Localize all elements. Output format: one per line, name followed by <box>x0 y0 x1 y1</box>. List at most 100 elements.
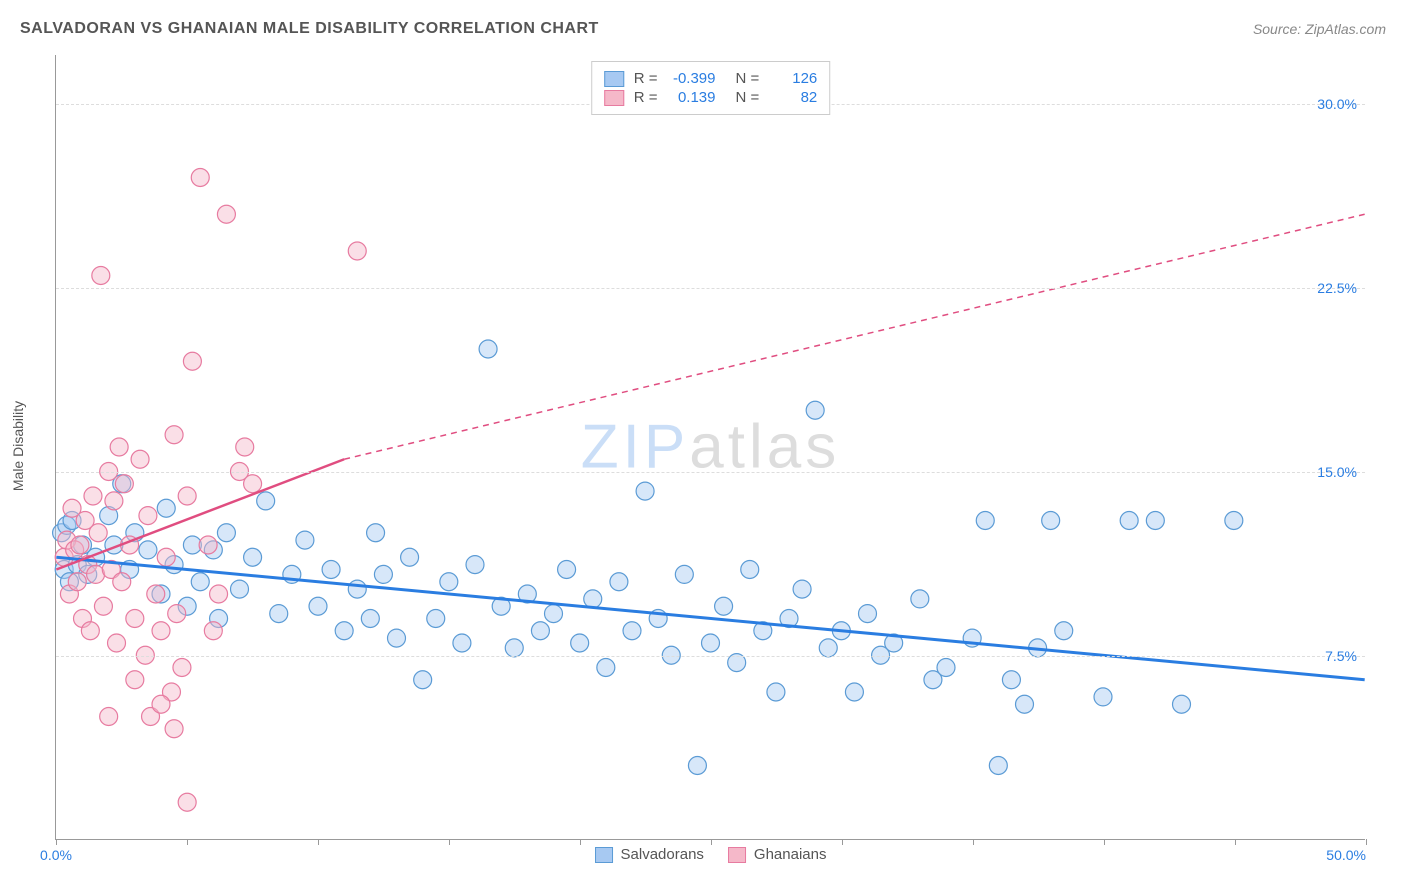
data-point <box>466 556 484 574</box>
stats-r-value: -0.399 <box>668 70 716 87</box>
data-point <box>157 548 175 566</box>
data-point <box>100 708 118 726</box>
data-point <box>126 671 144 689</box>
data-point <box>296 531 314 549</box>
data-point <box>1002 671 1020 689</box>
y-tick-label: 15.0% <box>1317 464 1357 480</box>
x-tick <box>1366 839 1367 845</box>
data-point <box>231 580 249 598</box>
gridline <box>56 656 1365 657</box>
data-point <box>688 757 706 775</box>
data-point <box>401 548 419 566</box>
data-point <box>152 695 170 713</box>
data-point <box>819 639 837 657</box>
data-point <box>89 524 107 542</box>
legend-label: Salvadorans <box>621 846 704 863</box>
legend-swatch <box>595 847 613 863</box>
data-point <box>92 267 110 285</box>
data-point <box>309 597 327 615</box>
correlation-stats-box: R = -0.399 N = 126 R = 0.139 N = 82 <box>591 61 831 115</box>
stats-swatch <box>604 71 624 87</box>
x-tick <box>711 839 712 845</box>
x-tick <box>973 839 974 845</box>
data-point <box>388 629 406 647</box>
data-point <box>191 169 209 187</box>
gridline <box>56 472 1365 473</box>
data-point <box>937 659 955 677</box>
data-point <box>374 565 392 583</box>
data-point <box>165 720 183 738</box>
data-point <box>131 450 149 468</box>
data-point <box>244 548 262 566</box>
data-point <box>217 524 235 542</box>
stats-row-ghanaians: R = 0.139 N = 82 <box>604 89 818 106</box>
data-point <box>236 438 254 456</box>
data-point <box>139 507 157 525</box>
stats-r-label: R = <box>634 70 658 87</box>
data-point <box>157 499 175 517</box>
data-point <box>199 536 217 554</box>
data-point <box>126 610 144 628</box>
trend-line <box>56 557 1364 680</box>
data-point <box>845 683 863 701</box>
data-point <box>204 622 222 640</box>
data-point <box>1055 622 1073 640</box>
data-point <box>217 205 235 223</box>
x-tick <box>318 839 319 845</box>
stats-swatch <box>604 90 624 106</box>
data-point <box>367 524 385 542</box>
data-point <box>675 565 693 583</box>
stats-r-value: 0.139 <box>668 89 716 106</box>
data-point <box>623 622 641 640</box>
data-point <box>348 242 366 260</box>
data-point <box>767 683 785 701</box>
source-attribution: Source: ZipAtlas.com <box>1253 21 1386 37</box>
x-tick <box>1235 839 1236 845</box>
data-point <box>147 585 165 603</box>
data-point <box>115 475 133 493</box>
data-point <box>113 573 131 591</box>
data-point <box>178 487 196 505</box>
data-point <box>414 671 432 689</box>
data-point <box>105 492 123 510</box>
data-point <box>361 610 379 628</box>
data-point <box>715 597 733 615</box>
data-point <box>191 573 209 591</box>
data-point <box>1146 512 1164 530</box>
stats-n-label: N = <box>736 89 760 106</box>
legend-item-salvadorans: Salvadorans <box>595 846 704 863</box>
data-point <box>558 561 576 579</box>
data-point <box>68 573 86 591</box>
x-tick <box>56 839 57 845</box>
data-point <box>597 659 615 677</box>
data-point <box>270 605 288 623</box>
data-point <box>210 585 228 603</box>
data-point <box>165 426 183 444</box>
legend-item-ghanaians: Ghanaians <box>728 846 827 863</box>
y-tick-label: 30.0% <box>1317 96 1357 112</box>
stats-n-value: 82 <box>769 89 817 106</box>
data-point <box>989 757 1007 775</box>
x-tick <box>580 839 581 845</box>
y-tick-label: 22.5% <box>1317 280 1357 296</box>
x-axis-max-label: 50.0% <box>1326 847 1366 863</box>
chart-plot-area: ZIPatlas R = -0.399 N = 126 R = 0.139 N … <box>55 55 1365 840</box>
x-tick <box>1104 839 1105 845</box>
trend-line-dashed <box>344 214 1364 459</box>
y-axis-label: Male Disability <box>10 401 26 491</box>
data-point <box>108 634 126 652</box>
legend-swatch <box>728 847 746 863</box>
data-point <box>110 438 128 456</box>
data-point <box>702 634 720 652</box>
gridline <box>56 288 1365 289</box>
data-point <box>257 492 275 510</box>
data-point <box>168 605 186 623</box>
data-point <box>178 793 196 811</box>
data-point <box>531 622 549 640</box>
x-axis-min-label: 0.0% <box>40 847 72 863</box>
data-point <box>453 634 471 652</box>
data-point <box>1094 688 1112 706</box>
stats-n-label: N = <box>736 70 760 87</box>
data-point <box>571 634 589 652</box>
data-point <box>94 597 112 615</box>
